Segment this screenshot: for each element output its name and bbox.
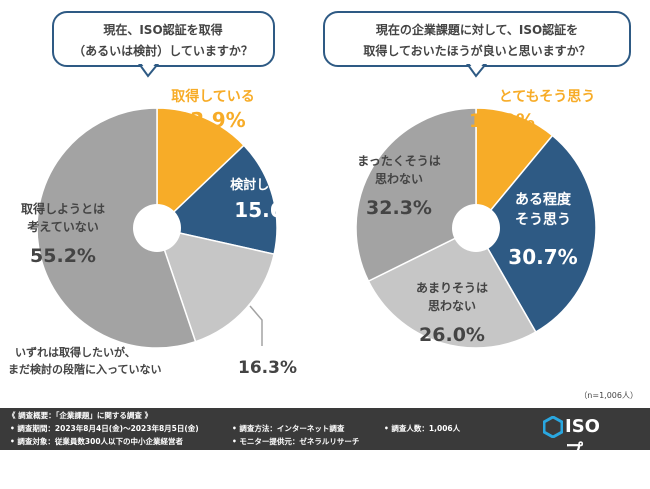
chart2-title-box: 現在の企業課題に対して、ISO認証を 取得しておいたほうが良いと思いますか？	[323, 11, 631, 78]
chart2-title-line2: 取得しておいたほうが良いと思いますか？	[363, 43, 590, 58]
chart2-center-hole	[452, 204, 500, 252]
chart1-labels: 取得している 12.9% 検討している 15.6% いずれは取得したいが、 まだ…	[8, 88, 308, 378]
chart1-label-not-planned-line2: 考えていない	[27, 219, 98, 234]
chart1-slice-0	[156, 107, 246, 230]
chart2-slice-0	[475, 107, 554, 231]
chart1-label-considering: 検討している	[230, 177, 308, 193]
logo-text: ISOプロ	[565, 416, 600, 488]
chart1-value-future: 16.3%	[238, 358, 297, 378]
survey-people: • 調査人数：1,006人	[384, 424, 461, 433]
chart2-value-somewhat-agree: 30.7%	[508, 245, 577, 269]
chart1-slice-1	[155, 144, 278, 256]
survey-provider: • モニター提供元：ゼネラルリサーチ	[232, 437, 360, 446]
chart2-label-disagree-line2: 思わない	[428, 299, 476, 313]
chart2-pie	[355, 107, 597, 349]
chart1-center-hole	[133, 204, 181, 252]
chart2-value-strongly-disagree: 32.3%	[366, 197, 432, 219]
chart1-leader-line	[249, 305, 263, 346]
chart1-label-acquired: 取得している	[171, 88, 255, 105]
chart1-value-considering: 15.6%	[234, 198, 303, 222]
survey-heading: 《 調査概要：「企業課題」に関する調査 》	[8, 411, 152, 420]
chart2-slice-1	[475, 134, 597, 334]
chart1-value-acquired: 12.9%	[176, 108, 245, 132]
survey-target: • 調査対象：従業員数300人以下の中小企業経営者	[10, 437, 184, 446]
chart1-title-line1: 現在、ISO認証を取得	[103, 22, 222, 37]
chart2-label-strongly-disagree-line1: まったくそうは	[357, 154, 441, 168]
chart1-pie	[36, 107, 278, 349]
chart2-label-somewhat-agree-line1: ある程度	[515, 191, 572, 208]
chart2-slice-2	[367, 227, 537, 349]
chart2-slice-3	[355, 107, 477, 283]
chart1-slice-3	[36, 107, 197, 349]
footer: 《 調査概要：「企業課題」に関する調査 》 • 調査期間：2023年8月4日(金…	[0, 408, 650, 488]
chart2-label-strongly-disagree-line2: 思わない	[375, 172, 423, 186]
chart1-title-box: 現在、ISO認証を取得 （あるいは検討）していますか？	[52, 11, 275, 78]
chart2-label-disagree-line1: あまりそうは	[416, 281, 488, 295]
chart2-value-disagree: 26.0%	[419, 324, 485, 346]
chart1-label-future-line1: いずれは取得したいが、	[15, 345, 136, 359]
chart2-label-somewhat-agree-line2: そう思う	[515, 212, 571, 228]
sample-size: （n=1,006人）	[579, 391, 638, 400]
survey-period: • 調査期間：2023年8月4日(金)〜2023年8月5日(金)	[10, 424, 199, 433]
chart2-title-line1: 現在の企業課題に対して、ISO認証を	[376, 22, 578, 37]
chart1-value-not-planned: 55.2%	[30, 245, 96, 267]
survey-method: • 調査方法：インターネット調査	[232, 424, 345, 433]
chart2-label-strongly-agree: とてもそう思う	[499, 89, 596, 105]
chart2-value-strongly-agree: 11.0%	[469, 110, 535, 132]
hexagon-logo-icon	[543, 416, 563, 438]
chart2-labels: とてもそう思う 11.0% ある程度 そう思う 30.7% あまりそうは 思わな…	[357, 89, 595, 346]
charts-canvas: 現在、ISO認証を取得 （あるいは検討）していますか？ 現在の企業課題に対して、…	[8, 11, 638, 400]
chart1-label-not-planned-line1: 取得しようとは	[21, 201, 105, 216]
chart1-label-future-line2: まだ検討の段階に入っていない	[8, 362, 161, 376]
chart1-title-line2: （あるいは検討）していますか？	[73, 43, 253, 58]
